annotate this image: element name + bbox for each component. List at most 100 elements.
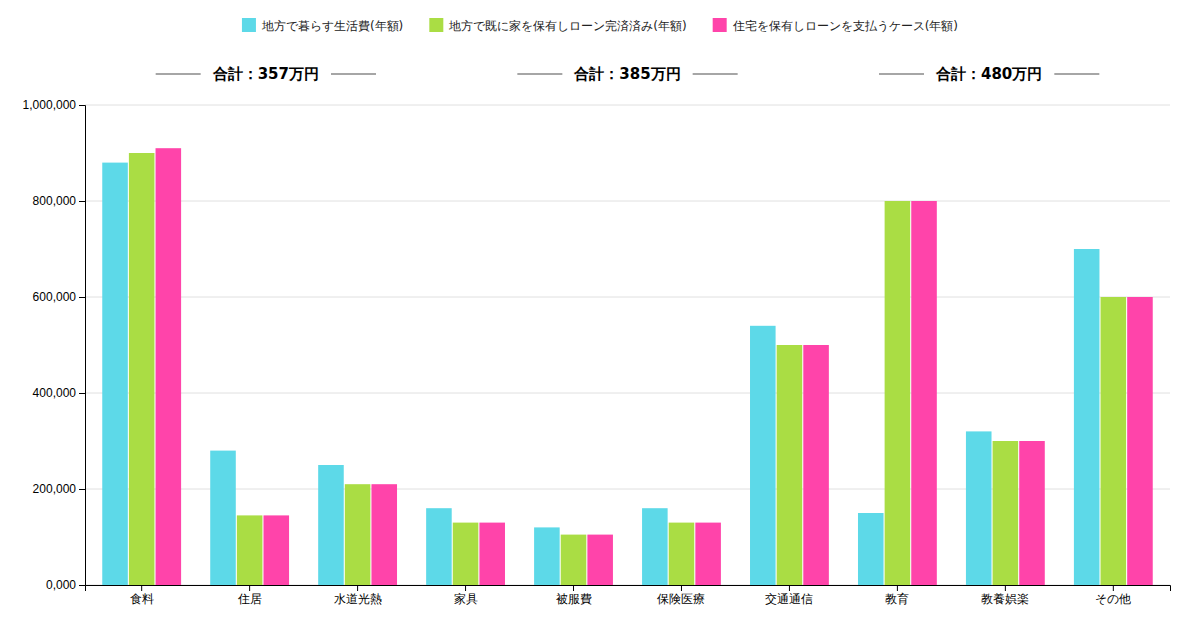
- annotation-dash: [517, 73, 562, 75]
- y-tick-mark: [79, 105, 85, 106]
- x-tick-mark: [249, 585, 250, 591]
- y-tick-label: 400,000: [33, 386, 77, 400]
- annotation: 合計：357万円: [212, 65, 319, 83]
- x-tick-mark: [465, 585, 466, 591]
- grid-line: [85, 105, 1170, 106]
- y-tick-label: 200,000: [33, 482, 77, 496]
- bar: [642, 508, 668, 585]
- bar: [669, 523, 695, 585]
- x-tick-mark: [357, 585, 358, 591]
- x-tick-label: 被服費: [556, 592, 592, 606]
- bar: [318, 465, 344, 585]
- grid-line: [85, 297, 1170, 298]
- bar-series: [129, 153, 1126, 585]
- y-tick-mark: [79, 585, 85, 586]
- annotations: 合計：357万円合計：385万円合計：480万円: [156, 65, 1100, 83]
- legend-swatch: [429, 18, 443, 32]
- y-tick-label: 800,000: [33, 194, 77, 208]
- y-tick: 0,000: [46, 578, 85, 592]
- legend: 地方で暮らす生活費(年額) 地方で既に家を保有しローン完済済み(年額) 住宅を保有し…: [242, 18, 958, 33]
- y-tick-label: 0,000: [46, 578, 76, 592]
- grid-line: [85, 393, 1170, 394]
- annotation-dash: [331, 73, 376, 75]
- x-tick-label: 住居: [237, 592, 262, 606]
- x-tick: 家具: [454, 585, 478, 606]
- x-tick-mark: [789, 585, 790, 591]
- bar: [993, 441, 1019, 585]
- legend-label: 地方で暮らす生活費(年額): [261, 19, 403, 33]
- x-tick: 教養娯楽: [981, 585, 1029, 606]
- bar: [345, 484, 371, 585]
- bar: [695, 523, 721, 585]
- bar: [561, 535, 587, 585]
- bar: [479, 523, 505, 585]
- x-tick-mark: [681, 585, 682, 591]
- legend-item: 地方で既に家を保有しローン完済済み(年額): [429, 18, 686, 33]
- y-tick: 600,000: [33, 290, 85, 304]
- legend-swatch: [713, 18, 727, 32]
- x-tick: その他: [1095, 585, 1131, 606]
- x-tick-mark: [1113, 585, 1114, 591]
- y-tick-label: 600,000: [33, 290, 77, 304]
- legend-item: 住宅を保有しローンを支払うケース(年額): [713, 18, 958, 33]
- x-tick-mark: [897, 585, 898, 591]
- x-tick-label: その他: [1095, 592, 1131, 606]
- bar: [1101, 297, 1127, 585]
- y-tick-label: 1,000,000: [23, 98, 77, 112]
- legend-swatch: [242, 18, 256, 32]
- annotation-dash: [1054, 73, 1099, 75]
- bar: [587, 535, 613, 585]
- y-tick: 800,000: [33, 194, 85, 208]
- x-tick-mark: [1005, 585, 1006, 591]
- x-axis-line: [86, 586, 1171, 592]
- y-axis-line: [79, 106, 86, 586]
- bar: [426, 508, 452, 585]
- x-tick: 被服費: [556, 585, 592, 606]
- y-tick-mark: [79, 201, 85, 202]
- bar: [371, 484, 397, 585]
- y-tick-mark: [79, 393, 85, 394]
- bar: [156, 148, 182, 585]
- bar: [453, 523, 479, 585]
- x-tick-label: 保険医療: [657, 592, 705, 606]
- plot: 0,000 200,000 400,000 600,000 800,000 1,000,0…: [23, 98, 1171, 605]
- annotation-dash: [879, 73, 924, 75]
- legend-label: 地方で既に家を保有しローン完済済み(年額): [448, 19, 686, 33]
- x-tick-label: 教養娯楽: [981, 592, 1029, 606]
- y-tick-mark: [79, 489, 85, 490]
- bar: [102, 163, 128, 585]
- x-tick: 交通通信: [765, 585, 813, 606]
- legend-item: 地方で暮らす生活費(年額): [242, 18, 403, 33]
- bars: [102, 148, 1152, 585]
- bar: [911, 201, 937, 585]
- annotation: 合計：385万円: [573, 65, 680, 83]
- bar: [534, 527, 560, 585]
- y-tick: 400,000: [33, 386, 85, 400]
- bar: [263, 515, 289, 585]
- bar: [237, 515, 263, 585]
- bar: [966, 431, 992, 585]
- bar: [750, 326, 776, 585]
- y-tick: 200,000: [33, 482, 85, 496]
- bar: [1127, 297, 1153, 585]
- bar-series: [156, 148, 1153, 585]
- bar: [885, 201, 911, 585]
- y-axis: 0,000 200,000 400,000 600,000 800,000 1,000,0…: [23, 98, 86, 592]
- bar: [1019, 441, 1045, 585]
- bar: [858, 513, 884, 585]
- y-tick-mark: [79, 297, 85, 298]
- bar: [803, 345, 829, 585]
- x-tick: 住居: [237, 585, 262, 606]
- legend-label: 住宅を保有しローンを支払うケース(年額): [732, 19, 958, 33]
- bar-series: [102, 163, 1099, 585]
- x-tick-label: 家具: [454, 592, 478, 606]
- annotation-dash: [693, 73, 738, 75]
- x-tick: 保険医療: [657, 585, 705, 606]
- annotation-dash: [156, 73, 201, 75]
- bar: [1074, 249, 1100, 585]
- x-tick-label: 教育: [885, 592, 909, 606]
- x-tick: 食料: [130, 585, 154, 606]
- chart: 0,000 200,000 400,000 600,000 800,000 1,000,0…: [0, 0, 1200, 630]
- x-tick-label: 水道光熱: [334, 592, 382, 606]
- x-tick-mark: [141, 585, 142, 591]
